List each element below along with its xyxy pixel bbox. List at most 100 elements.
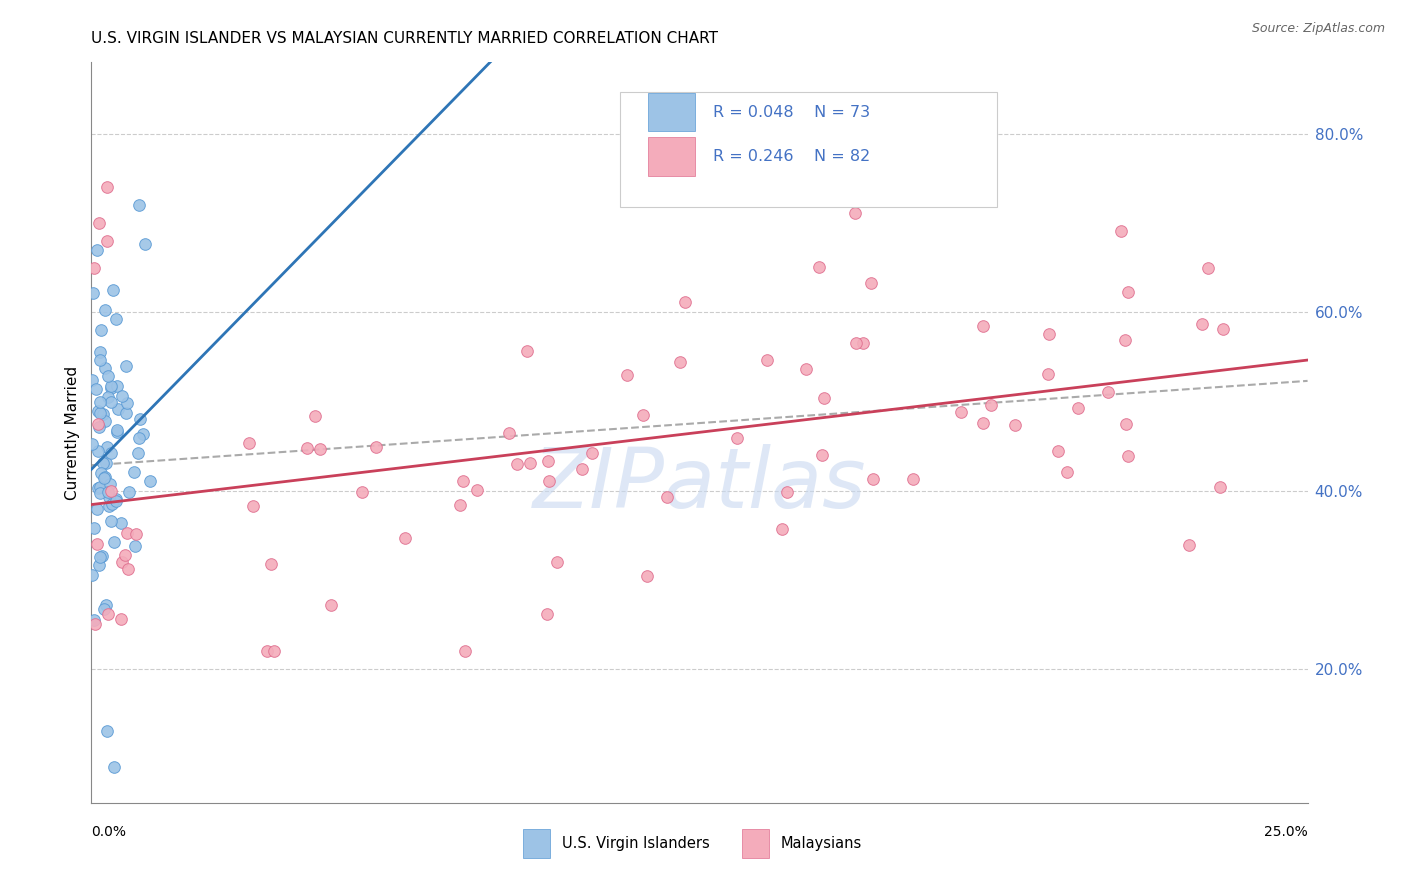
Point [91,457,114,471]
Point [845,336,868,351]
Point [454,644,477,658]
Point [114,548,136,562]
Point [84,382,107,396]
Point [104,491,127,506]
Point [538,475,561,489]
Point [94,598,117,612]
Point [972,417,994,431]
Point [105,425,128,439]
Point [1115,417,1137,431]
Point [97,484,120,499]
Point [96,724,118,739]
Point [83,616,105,631]
Point [1067,401,1090,415]
Point [96,440,118,454]
Point [104,494,127,508]
Point [87,216,110,230]
Point [673,295,696,310]
Point [1116,285,1139,299]
Point [242,499,264,513]
Point [86,243,108,257]
Point [1036,367,1059,381]
Point [82,285,104,300]
Point [83,260,105,275]
Point [1191,317,1213,331]
Point [115,395,138,409]
Point [581,446,603,460]
Point [238,436,260,450]
Point [537,454,560,468]
Point [105,311,128,326]
Point [117,562,139,576]
Point [100,395,122,409]
Point [107,401,129,416]
Point [304,409,326,423]
Point [98,499,121,513]
Point [86,537,108,551]
Point [115,525,138,540]
Point [96,180,118,194]
Point [128,431,150,445]
Point [516,344,538,359]
Point [89,394,111,409]
Point [125,527,148,541]
Point [97,607,120,621]
Point [87,404,110,418]
Point [100,483,122,498]
Point [103,283,125,297]
Point [519,456,541,470]
Point [94,469,117,483]
Bar [648,137,695,176]
Point [616,368,638,382]
Y-axis label: Currently Married: Currently Married [65,366,80,500]
Point [89,549,111,564]
Point [1038,326,1060,341]
Text: R = 0.246    N = 82: R = 0.246 N = 82 [713,149,870,164]
Point [852,336,875,351]
Point [1097,384,1119,399]
Point [114,359,136,374]
Point [465,483,488,497]
Point [96,234,118,248]
Point [295,441,318,455]
Point [80,567,103,582]
Point [94,302,117,317]
Point [105,423,128,437]
Point [138,474,160,488]
Point [633,409,655,423]
Point [124,539,146,553]
Point [100,378,122,392]
Point [128,198,150,212]
FancyBboxPatch shape [620,92,997,207]
Text: Malaysians: Malaysians [780,836,862,851]
Point [794,362,817,376]
Point [1212,322,1234,336]
Point [124,465,146,479]
Point [859,277,882,291]
Point [813,391,835,405]
Point [111,388,134,402]
Point [811,448,834,462]
Point [449,498,471,512]
Point [132,427,155,442]
Text: 0.0%: 0.0% [91,825,127,839]
Point [89,406,111,420]
Bar [742,830,769,857]
Point [127,446,149,460]
Point [87,420,110,434]
Point [1116,449,1139,463]
Point [100,446,122,460]
Point [972,318,994,333]
Point [770,522,793,536]
Point [1109,224,1132,238]
Point [844,206,866,220]
Point [87,417,110,431]
Point [1114,334,1136,348]
Point [1208,480,1230,494]
Point [808,260,831,274]
Point [110,612,132,626]
Point [93,414,115,428]
Text: Source: ZipAtlas.com: Source: ZipAtlas.com [1251,22,1385,36]
Point [725,431,748,445]
Point [98,477,121,491]
